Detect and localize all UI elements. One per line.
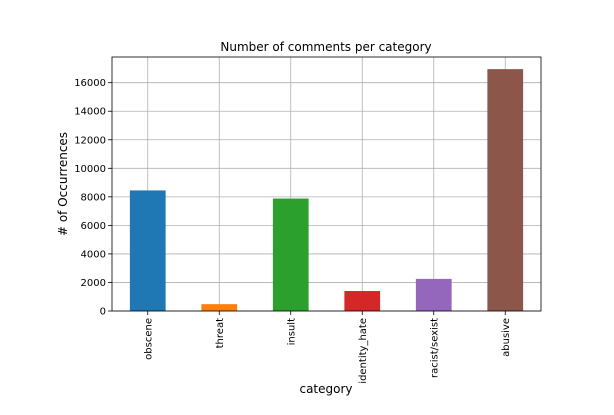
bar-threat bbox=[201, 304, 238, 311]
y-tick-label: 4000 bbox=[81, 249, 106, 260]
x-tick-label: insult bbox=[286, 318, 297, 345]
y-tick-label: 12000 bbox=[74, 135, 106, 146]
x-tick-label: abusive bbox=[501, 318, 512, 357]
bar-layer bbox=[129, 69, 524, 311]
plot-frame bbox=[111, 56, 542, 312]
x-tick-label: racist/sexist bbox=[429, 318, 440, 378]
y-tick-label: 6000 bbox=[81, 221, 106, 232]
bar-obscene bbox=[129, 190, 166, 311]
x-axis-label: category bbox=[299, 382, 352, 396]
y-tick-label: 2000 bbox=[81, 278, 106, 289]
y-axis-label: # of Occurrences bbox=[56, 132, 70, 236]
y-tick-label: 10000 bbox=[74, 164, 106, 175]
bar-identity-hate bbox=[344, 291, 381, 311]
y-tick-label: 8000 bbox=[81, 192, 106, 203]
chart-title: Number of comments per category bbox=[220, 40, 431, 54]
bar-insult bbox=[272, 198, 309, 311]
bar-abusive bbox=[487, 69, 524, 311]
tick-layer: 0 2000 4000 6000 8000 10000 12000 14000 16000 obs… bbox=[74, 78, 512, 384]
bar-racist-sexist bbox=[415, 278, 452, 311]
y-tick-label: 16000 bbox=[74, 78, 106, 89]
x-tick-label: obscene bbox=[143, 318, 154, 360]
y-tick-label: 0 bbox=[100, 307, 106, 318]
x-tick-label: identity_hate bbox=[358, 318, 369, 384]
y-tick-label: 14000 bbox=[74, 107, 106, 118]
x-tick-label: threat bbox=[215, 318, 226, 348]
